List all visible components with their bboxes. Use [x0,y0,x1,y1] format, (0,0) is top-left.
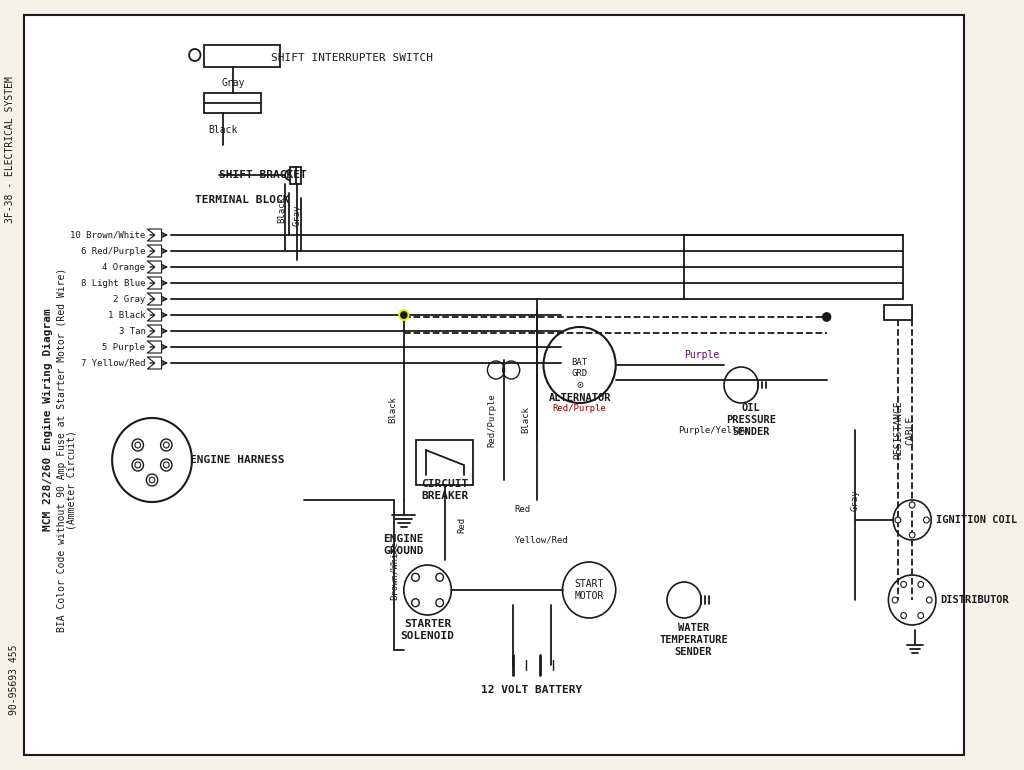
Text: Black: Black [521,407,530,434]
Text: STARTER
SOLENOID: STARTER SOLENOID [400,619,455,641]
Text: Gray: Gray [851,489,860,511]
Text: Red: Red [514,505,530,514]
Text: ENGINE
GROUND: ENGINE GROUND [384,534,424,556]
Text: DISTRIBUTOR: DISTRIBUTOR [941,595,1010,605]
Text: SHIFT INTERRUPTER SWITCH: SHIFT INTERRUPTER SWITCH [270,53,433,63]
Text: SHIFT BRACKET: SHIFT BRACKET [218,170,306,180]
Polygon shape [147,325,162,337]
Text: 1 Black: 1 Black [108,310,145,320]
Text: Gray: Gray [293,204,302,226]
Bar [416,440,473,485]
Polygon shape [147,245,162,257]
Text: 8 Light Blue: 8 Light Blue [81,279,145,287]
Text: IGNITION COIL: IGNITION COIL [936,515,1017,525]
Text: 7 Yellow/Red: 7 Yellow/Red [81,359,145,367]
Text: Brown/White: Brown/White [390,541,398,600]
Text: BIA Color Code without 90 Amp Fuse at Starter Motor (Red Wire): BIA Color Code without 90 Amp Fuse at St… [56,268,67,632]
Text: START
MOTOR: START MOTOR [574,579,604,601]
Circle shape [909,502,915,508]
Text: Red: Red [458,517,466,533]
Bar [527,330,632,410]
Circle shape [412,574,419,581]
Polygon shape [147,341,162,353]
Text: 3 Tan: 3 Tan [119,326,145,336]
Text: Red/Purple: Red/Purple [553,403,606,413]
Circle shape [924,517,929,523]
Circle shape [399,310,409,320]
Text: Gray: Gray [221,78,245,88]
Text: Purple/Yellow: Purple/Yellow [678,426,748,434]
Circle shape [927,597,932,603]
Circle shape [401,312,407,318]
Text: Black: Black [209,125,238,135]
Text: 10 Brown/White: 10 Brown/White [70,230,145,239]
Text: ⊙: ⊙ [577,379,583,389]
Text: 90-95693 455: 90-95693 455 [9,644,19,715]
Text: 5 Purple: 5 Purple [102,343,145,351]
Polygon shape [147,357,162,369]
Text: ENGINE HARNESS: ENGINE HARNESS [190,455,285,465]
Text: MCM 228/260 Engine Wiring Diagram: MCM 228/260 Engine Wiring Diagram [42,309,52,531]
Polygon shape [147,261,162,273]
Circle shape [436,599,443,607]
Circle shape [901,613,906,618]
Text: 6 Red/Purple: 6 Red/Purple [81,246,145,256]
Text: RESISTANCE
CABLE: RESISTANCE CABLE [894,400,915,460]
Bar [290,167,301,184]
Text: BAT: BAT [571,357,588,367]
Text: WATER
TEMPERATURE
SENDER: WATER TEMPERATURE SENDER [659,624,728,657]
Text: Black: Black [278,196,287,223]
Circle shape [909,532,915,538]
Bar [204,45,281,67]
Text: Red/Purple: Red/Purple [487,393,497,447]
Text: 4 Orange: 4 Orange [102,263,145,272]
Circle shape [892,597,898,603]
Bar [884,305,912,320]
Polygon shape [147,309,162,321]
Text: Yellow/Red: Yellow/Red [515,535,568,544]
Bar [166,261,290,274]
Circle shape [918,581,924,588]
Text: CIRCUIT
BREAKER: CIRCUIT BREAKER [421,479,468,500]
Circle shape [436,574,443,581]
Text: GRD: GRD [571,369,588,377]
Polygon shape [147,277,162,289]
Circle shape [895,517,901,523]
Text: (Ammeter Circuit): (Ammeter Circuit) [67,430,76,530]
Circle shape [901,581,906,588]
Circle shape [823,313,830,321]
Text: ALTERNATOR: ALTERNATOR [549,393,611,403]
Circle shape [918,613,924,618]
Text: 2 Gray: 2 Gray [113,294,145,303]
Text: OIL
PRESSURE
SENDER: OIL PRESSURE SENDER [726,403,775,437]
Text: 3F-38 - ELECTRICAL SYSTEM: 3F-38 - ELECTRICAL SYSTEM [4,76,14,223]
Text: Black: Black [388,397,397,424]
Circle shape [412,599,419,607]
Polygon shape [147,293,162,305]
Polygon shape [147,229,162,241]
Bar [204,93,261,113]
Text: TERMINAL BLOCK: TERMINAL BLOCK [195,195,290,205]
Text: Purple: Purple [684,350,720,360]
Text: 12 VOLT BATTERY: 12 VOLT BATTERY [481,685,583,695]
